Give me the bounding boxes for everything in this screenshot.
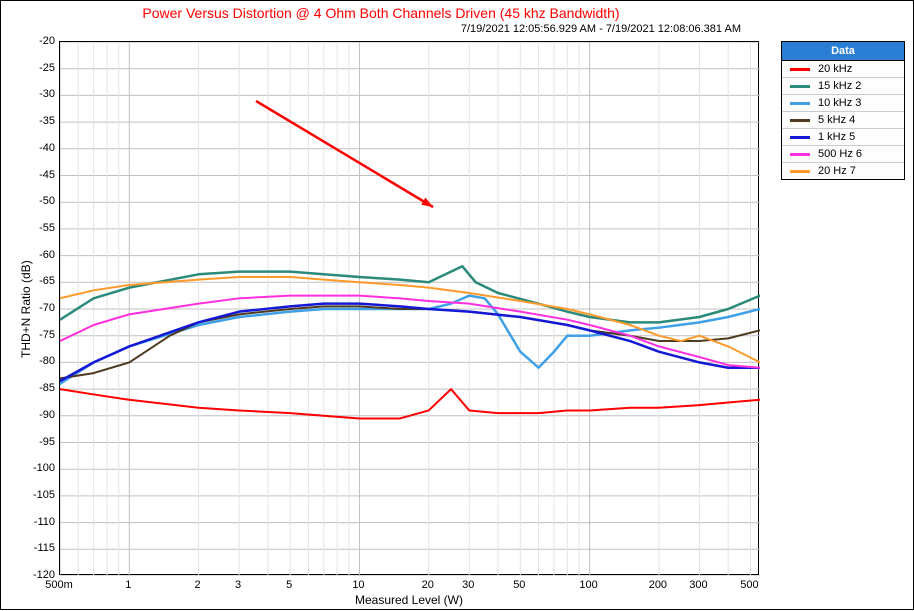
x-tick-label: 300 bbox=[689, 579, 707, 591]
legend-body: 20 kHz 15 kHz 2 10 kHz 3 5 kHz 4 1 kHz 5 500 … bbox=[782, 61, 904, 179]
y-tick-label: -65 bbox=[21, 275, 55, 287]
series-15-kHz-2 bbox=[60, 266, 760, 322]
y-tick-label: -20 bbox=[21, 35, 55, 47]
x-tick-label: 200 bbox=[649, 579, 667, 591]
x-tick-label: 3 bbox=[235, 579, 241, 591]
y-tick-label: -90 bbox=[21, 409, 55, 421]
legend-label: 20 kHz bbox=[818, 63, 852, 75]
legend: Data 20 kHz 15 kHz 2 10 kHz 3 5 kHz 4 1 kHz … bbox=[781, 41, 905, 180]
series-20-kHz bbox=[60, 389, 760, 418]
y-tick-label: -40 bbox=[21, 142, 55, 154]
y-tick-label: -105 bbox=[21, 489, 55, 501]
y-tick-label: -70 bbox=[21, 302, 55, 314]
x-tick-label: 1 bbox=[125, 579, 131, 591]
legend-item: 20 kHz bbox=[782, 61, 904, 78]
x-tick-label: 500m bbox=[45, 579, 73, 591]
x-tick-label: 100 bbox=[579, 579, 597, 591]
y-tick-label: -115 bbox=[21, 542, 55, 554]
y-tick-label: -85 bbox=[21, 382, 55, 394]
legend-swatch bbox=[790, 68, 810, 71]
y-tick-label: -45 bbox=[21, 169, 55, 181]
y-tick-label: -100 bbox=[21, 462, 55, 474]
legend-item: 500 Hz 6 bbox=[782, 146, 904, 163]
series-5-kHz-4 bbox=[60, 306, 760, 378]
legend-label: 1 kHz 5 bbox=[818, 131, 855, 143]
y-tick-label: -95 bbox=[21, 436, 55, 448]
legend-item: 15 kHz 2 bbox=[782, 78, 904, 95]
y-tick-label: -30 bbox=[21, 88, 55, 100]
y-tick-label: -50 bbox=[21, 195, 55, 207]
legend-swatch bbox=[790, 136, 810, 139]
y-tick-label: -55 bbox=[21, 222, 55, 234]
x-tick-label: 10 bbox=[352, 579, 364, 591]
x-tick-label: 500 bbox=[740, 579, 758, 591]
x-tick-label: 5 bbox=[286, 579, 292, 591]
x-tick-label: 2 bbox=[195, 579, 201, 591]
y-tick-label: -80 bbox=[21, 355, 55, 367]
legend-label: 20 Hz 7 bbox=[818, 165, 856, 177]
legend-label: 500 Hz 6 bbox=[818, 148, 862, 160]
x-tick-label: 20 bbox=[422, 579, 434, 591]
y-tick-label: -35 bbox=[21, 115, 55, 127]
legend-item: 20 Hz 7 bbox=[782, 163, 904, 179]
legend-item: 1 kHz 5 bbox=[782, 129, 904, 146]
chart-container: Power Versus Distortion @ 4 Ohm Both Cha… bbox=[0, 0, 914, 610]
legend-swatch bbox=[790, 170, 810, 173]
legend-swatch bbox=[790, 85, 810, 88]
legend-item: 10 kHz 3 bbox=[782, 95, 904, 112]
x-axis-label: Measured Level (W) bbox=[59, 593, 759, 607]
plot-svg bbox=[60, 42, 760, 576]
y-tick-label: -60 bbox=[21, 249, 55, 261]
legend-swatch bbox=[790, 119, 810, 122]
plot-area bbox=[59, 41, 759, 575]
legend-header: Data bbox=[782, 42, 904, 61]
legend-label: 5 kHz 4 bbox=[818, 114, 855, 126]
x-tick-label: 30 bbox=[462, 579, 474, 591]
legend-swatch bbox=[790, 102, 810, 105]
chart-subtitle: 7/19/2021 12:05:56.929 AM - 7/19/2021 12… bbox=[1, 23, 761, 35]
chart-title: Power Versus Distortion @ 4 Ohm Both Cha… bbox=[1, 5, 761, 21]
legend-label: 15 kHz 2 bbox=[818, 80, 861, 92]
legend-swatch bbox=[790, 153, 810, 156]
x-tick-label: 50 bbox=[513, 579, 525, 591]
legend-item: 5 kHz 4 bbox=[782, 112, 904, 129]
y-tick-label: -110 bbox=[21, 516, 55, 528]
y-tick-label: -25 bbox=[21, 62, 55, 74]
series-1-kHz-5 bbox=[60, 304, 760, 381]
legend-label: 10 kHz 3 bbox=[818, 97, 861, 109]
y-tick-label: -75 bbox=[21, 329, 55, 341]
